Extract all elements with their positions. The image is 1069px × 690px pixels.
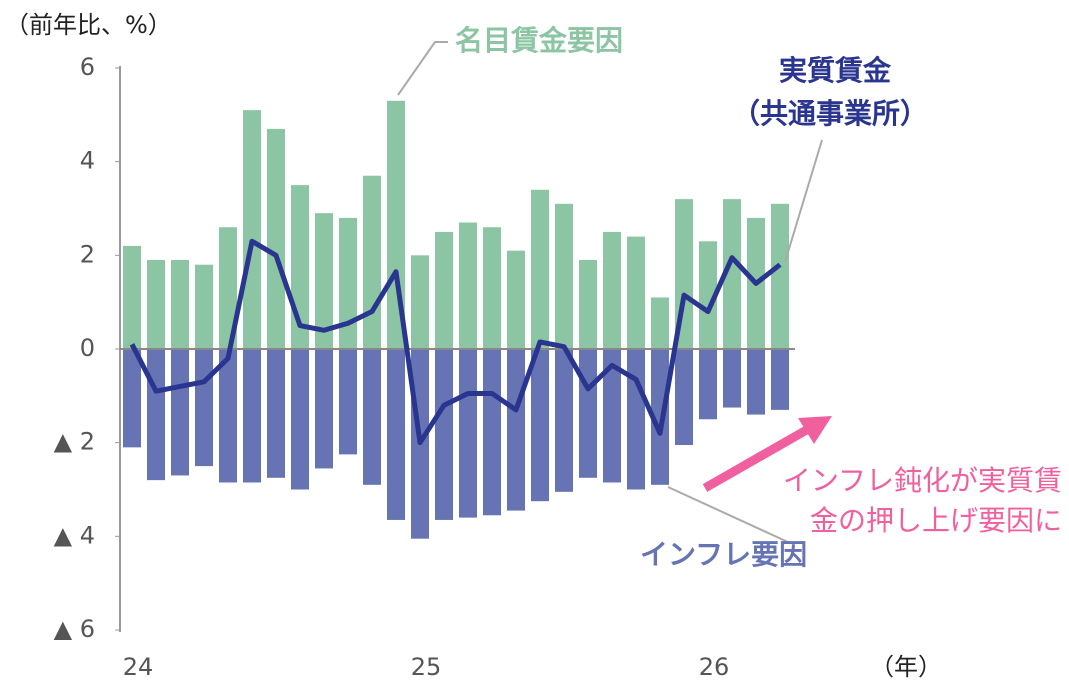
bar bbox=[243, 110, 261, 350]
bar bbox=[363, 175, 381, 349]
arrow-head bbox=[798, 416, 832, 444]
bar bbox=[171, 260, 189, 349]
bar bbox=[555, 349, 573, 492]
bar bbox=[699, 349, 717, 420]
bar bbox=[363, 349, 381, 485]
line bbox=[129, 238, 782, 446]
bar bbox=[675, 349, 693, 446]
bar bbox=[507, 349, 525, 511]
series-label: （共通事業所） bbox=[732, 97, 928, 130]
bar bbox=[579, 349, 597, 478]
series-label: 実質賃金 bbox=[779, 54, 892, 87]
bar bbox=[531, 189, 549, 349]
y-tick-label: 2 bbox=[80, 240, 95, 268]
bar bbox=[123, 349, 141, 448]
bar bbox=[723, 199, 741, 349]
bar bbox=[531, 349, 549, 502]
bar bbox=[195, 264, 213, 349]
bar bbox=[147, 349, 165, 481]
bar bbox=[315, 213, 333, 349]
leader-line bbox=[667, 486, 791, 544]
bar bbox=[339, 217, 357, 349]
bar bbox=[555, 203, 573, 349]
arrow-shaft bbox=[702, 424, 813, 492]
y-tick-label: ▲ 6 bbox=[54, 615, 95, 643]
bar bbox=[483, 227, 501, 349]
bar bbox=[651, 349, 669, 485]
bar bbox=[603, 231, 621, 349]
bar bbox=[603, 349, 621, 483]
leader-line bbox=[784, 139, 823, 263]
bar bbox=[387, 349, 405, 520]
bar bbox=[339, 349, 357, 455]
y-tick-label: 4 bbox=[80, 147, 95, 175]
bar bbox=[171, 349, 189, 476]
y-unit-label: （前年比、%） bbox=[5, 11, 172, 39]
bar bbox=[147, 260, 165, 349]
bar bbox=[411, 255, 429, 349]
bar bbox=[219, 349, 237, 483]
y-tick-label: ▲ 4 bbox=[54, 521, 95, 549]
bar bbox=[771, 203, 789, 349]
annotation: 金の押し上げ要因に bbox=[810, 504, 1062, 537]
y-tick-label: ▲ 2 bbox=[54, 428, 95, 456]
x-tick-label: 25 bbox=[411, 653, 442, 681]
bar bbox=[435, 231, 453, 349]
annotation: インフレ鈍化が実質賃 bbox=[783, 464, 1062, 497]
bar bbox=[747, 349, 765, 415]
bar bbox=[219, 227, 237, 349]
x-unit-label: （年） bbox=[870, 653, 942, 681]
bar bbox=[459, 222, 477, 349]
x-tick-label: 26 bbox=[699, 653, 730, 681]
bar bbox=[627, 236, 645, 349]
bar bbox=[579, 260, 597, 349]
bar bbox=[771, 349, 789, 410]
bar bbox=[291, 349, 309, 490]
bar bbox=[123, 245, 141, 349]
bar bbox=[243, 349, 261, 483]
bar bbox=[267, 128, 285, 349]
bar bbox=[483, 349, 501, 516]
y-tick-label: 6 bbox=[80, 53, 95, 81]
bar bbox=[315, 349, 333, 469]
bar bbox=[651, 297, 669, 349]
bar bbox=[195, 349, 213, 467]
leader-line bbox=[397, 41, 448, 96]
bar bbox=[627, 349, 645, 490]
bar bbox=[267, 349, 285, 478]
series-label: 名目賃金要因 bbox=[455, 24, 623, 57]
bar bbox=[507, 250, 525, 349]
bar bbox=[435, 349, 453, 520]
x-tick-label: 24 bbox=[123, 653, 154, 681]
y-tick-label: 0 bbox=[80, 334, 95, 362]
bar bbox=[699, 241, 717, 349]
bar bbox=[459, 349, 477, 518]
bar bbox=[723, 349, 741, 408]
series-label: インフレ要因 bbox=[640, 538, 807, 571]
